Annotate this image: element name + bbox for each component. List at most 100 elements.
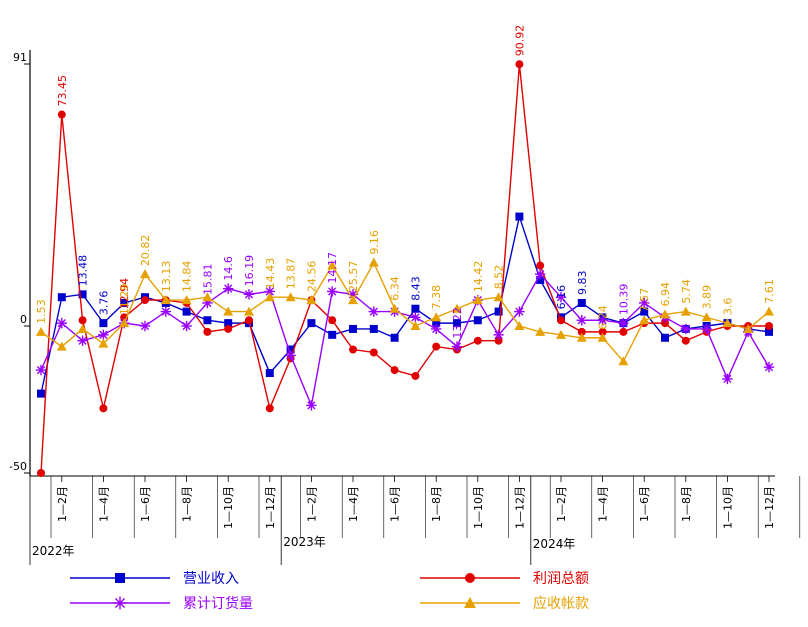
triangle-marker — [223, 306, 234, 316]
star-marker — [597, 315, 608, 326]
circle-marker — [515, 60, 524, 69]
triangle-marker — [639, 315, 650, 325]
square-marker — [661, 333, 669, 342]
data-label: 14.84 — [181, 261, 194, 293]
x-tick-label: 1—2月 — [56, 486, 69, 522]
square-marker — [307, 319, 316, 328]
x-tick-label: 1—6月 — [389, 486, 402, 522]
data-label: 6.24 — [597, 305, 610, 330]
year-label: 2023年 — [283, 535, 326, 549]
data-label: 73.45 — [56, 75, 69, 107]
star-stroke — [702, 324, 711, 334]
square-marker — [369, 324, 378, 333]
square-marker — [286, 345, 295, 354]
star-stroke — [265, 287, 274, 296]
data-label: 7.61 — [763, 279, 776, 304]
star-marker — [306, 400, 317, 411]
star-stroke — [328, 287, 337, 296]
x-tick-label: 1—4月 — [347, 486, 360, 522]
circle-marker — [411, 371, 420, 380]
star-marker — [618, 317, 629, 329]
triangle-marker — [764, 306, 774, 316]
star-stroke — [224, 284, 233, 293]
square-marker — [57, 293, 66, 302]
star-marker — [701, 323, 712, 335]
star-marker — [368, 306, 379, 317]
data-label: 90.92 — [513, 25, 526, 57]
x-tick-label: 1—4月 — [97, 486, 110, 522]
triangle-marker — [244, 306, 254, 316]
star-marker — [243, 289, 255, 300]
square-marker — [265, 369, 274, 378]
star-stroke — [494, 330, 503, 339]
star-marker — [555, 292, 567, 303]
star-stroke — [619, 318, 628, 328]
star-marker — [139, 320, 151, 332]
triangle-marker — [464, 597, 476, 608]
data-label: 1.53 — [35, 299, 48, 324]
triangle-marker — [389, 303, 400, 313]
circle-marker — [661, 319, 669, 328]
data-label: 14.6 — [222, 256, 235, 281]
square-marker — [515, 212, 524, 221]
data-label: 16.19 — [243, 255, 256, 287]
legend-label: 累计订货量 — [183, 595, 253, 612]
triangle-marker — [701, 312, 712, 322]
y-tick-label: 0 — [20, 313, 27, 326]
star-marker — [160, 306, 171, 317]
circle-marker — [57, 110, 66, 119]
data-label: 13.22 — [451, 307, 464, 339]
y-tick-label: -50 — [9, 460, 27, 473]
star-marker — [763, 361, 775, 373]
star-stroke — [114, 597, 126, 609]
triangle-marker — [56, 341, 67, 351]
triangle-marker — [264, 292, 275, 302]
star-stroke — [140, 321, 150, 331]
legend-label: 利润总额 — [533, 571, 589, 587]
star-stroke — [182, 321, 191, 331]
data-label: 6.34 — [389, 276, 402, 301]
data-label: 25.57 — [347, 261, 360, 293]
star-stroke — [78, 336, 87, 345]
star-stroke — [577, 316, 586, 325]
star-marker — [680, 323, 691, 335]
star-stroke — [99, 330, 108, 339]
circle-marker — [681, 336, 690, 345]
square-marker — [182, 307, 191, 316]
circle-marker — [203, 327, 212, 336]
data-label: 5.74 — [680, 279, 693, 304]
square-marker — [349, 324, 357, 333]
square-marker — [640, 307, 649, 316]
square-marker — [494, 307, 503, 316]
star-stroke — [36, 365, 46, 375]
triangle-marker — [660, 309, 670, 319]
star-stroke — [244, 290, 254, 299]
star-marker — [264, 286, 275, 297]
data-label: 13.87 — [285, 258, 298, 290]
star-marker — [113, 596, 127, 610]
data-label: 7.57 — [638, 288, 651, 313]
x-tick-label: 1—10月 — [721, 486, 734, 529]
data-label: 11.29 — [118, 284, 131, 316]
legend-item: 利润总额 — [420, 571, 589, 587]
star-stroke — [161, 307, 170, 316]
star-stroke — [452, 342, 462, 351]
triangle-marker — [327, 260, 338, 270]
circle-marker — [765, 322, 773, 330]
x-tick-label: 1—4月 — [597, 486, 610, 522]
triangle-marker — [98, 338, 109, 348]
square-marker — [390, 333, 399, 342]
circle-marker — [473, 336, 482, 345]
x-tick-label: 1—10月 — [222, 486, 235, 529]
x-tick-label: 1—2月 — [555, 486, 568, 522]
circle-marker — [245, 316, 253, 325]
square-marker — [577, 298, 586, 307]
data-label: 3.76 — [97, 291, 110, 316]
data-label: 6.16 — [555, 285, 568, 310]
circle-marker — [328, 316, 337, 325]
circle-marker — [99, 404, 108, 413]
legend-item: 应收帐款 — [420, 595, 589, 612]
star-marker — [285, 350, 296, 361]
square-marker — [203, 316, 212, 325]
x-tick-label: 1—10月 — [472, 486, 485, 529]
